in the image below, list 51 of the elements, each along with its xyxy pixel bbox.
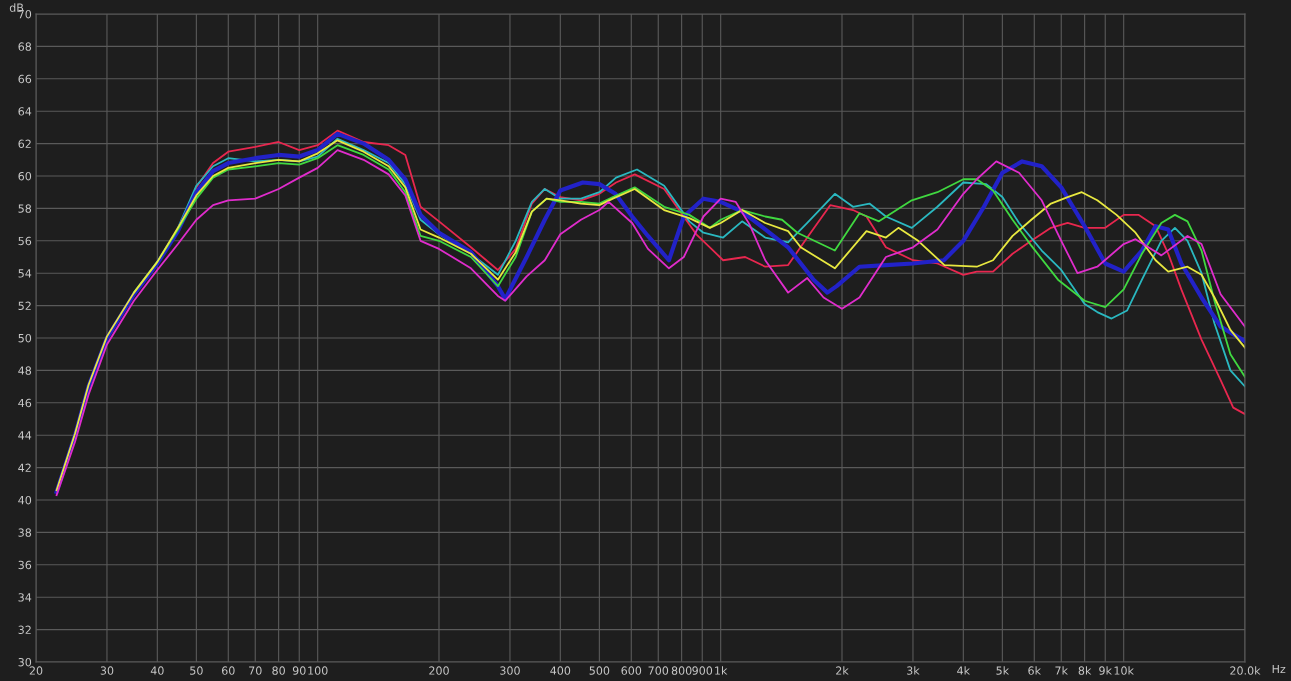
y-tick-label: 50 <box>18 333 32 343</box>
x-tick-label: 900 <box>692 666 713 675</box>
x-tick-label: 800 <box>671 666 692 675</box>
x-tick-label: 6k <box>1028 666 1041 675</box>
y-tick-label: 70 <box>18 9 32 19</box>
y-tick-label: 30 <box>18 657 32 667</box>
y-tick-label: 62 <box>18 139 31 148</box>
y-tick-label: 64 <box>18 107 32 116</box>
y-tick-label: 46 <box>18 398 32 408</box>
y-tick-label: 34 <box>18 593 32 602</box>
x-tick-label: 200 <box>429 666 449 675</box>
y-tick-label: 60 <box>18 171 32 181</box>
x-tick-label: 1k <box>715 666 728 675</box>
x-tick-label: 20.0k <box>1230 666 1261 675</box>
x-tick-label: 20 <box>29 666 43 675</box>
x-axis-title: Hz <box>1272 664 1286 674</box>
y-tick-label: 38 <box>18 528 32 537</box>
x-tick-label: 100 <box>308 666 328 675</box>
x-tick-label: 700 <box>648 666 669 675</box>
x-tick-label: 400 <box>550 666 571 675</box>
x-tick-label: 90 <box>292 666 306 675</box>
x-tick-label: 5k <box>996 666 1010 675</box>
y-tick-label: 48 <box>18 366 32 375</box>
x-tick-label: 50 <box>190 666 203 675</box>
y-tick-label: 54 <box>18 269 32 278</box>
y-tick-label: 36 <box>18 560 32 570</box>
y-tick-label: 56 <box>18 236 32 246</box>
x-tick-label: 3k <box>907 666 920 675</box>
y-axis-title: dB <box>9 3 24 12</box>
x-tick-label: 30 <box>100 666 114 675</box>
x-tick-label: 600 <box>621 666 642 675</box>
y-tick-label: 68 <box>18 42 32 51</box>
x-tick-label: 8k <box>1078 666 1092 675</box>
x-tick-label: 40 <box>150 666 164 675</box>
y-tick-label: 40 <box>18 495 32 505</box>
x-tick-label: 2k <box>836 666 849 675</box>
x-tick-label: 9k <box>1099 666 1112 675</box>
y-tick-label: 32 <box>18 625 31 634</box>
x-tick-label: 7k <box>1055 666 1068 675</box>
y-tick-label: 66 <box>18 74 32 84</box>
x-tick-label: 10k <box>1114 666 1134 675</box>
y-tick-label: 58 <box>18 204 32 213</box>
x-tick-label: 500 <box>589 666 610 675</box>
x-tick-label: 300 <box>500 666 520 675</box>
y-tick-label: 52 <box>18 301 31 310</box>
x-tick-label: 80 <box>272 666 285 675</box>
y-tick-label: 42 <box>18 463 31 472</box>
x-tick-label: 60 <box>221 666 235 675</box>
x-tick-label: 70 <box>249 666 262 675</box>
y-tick-label: 44 <box>18 431 32 440</box>
x-tick-label: 4k <box>957 666 971 675</box>
